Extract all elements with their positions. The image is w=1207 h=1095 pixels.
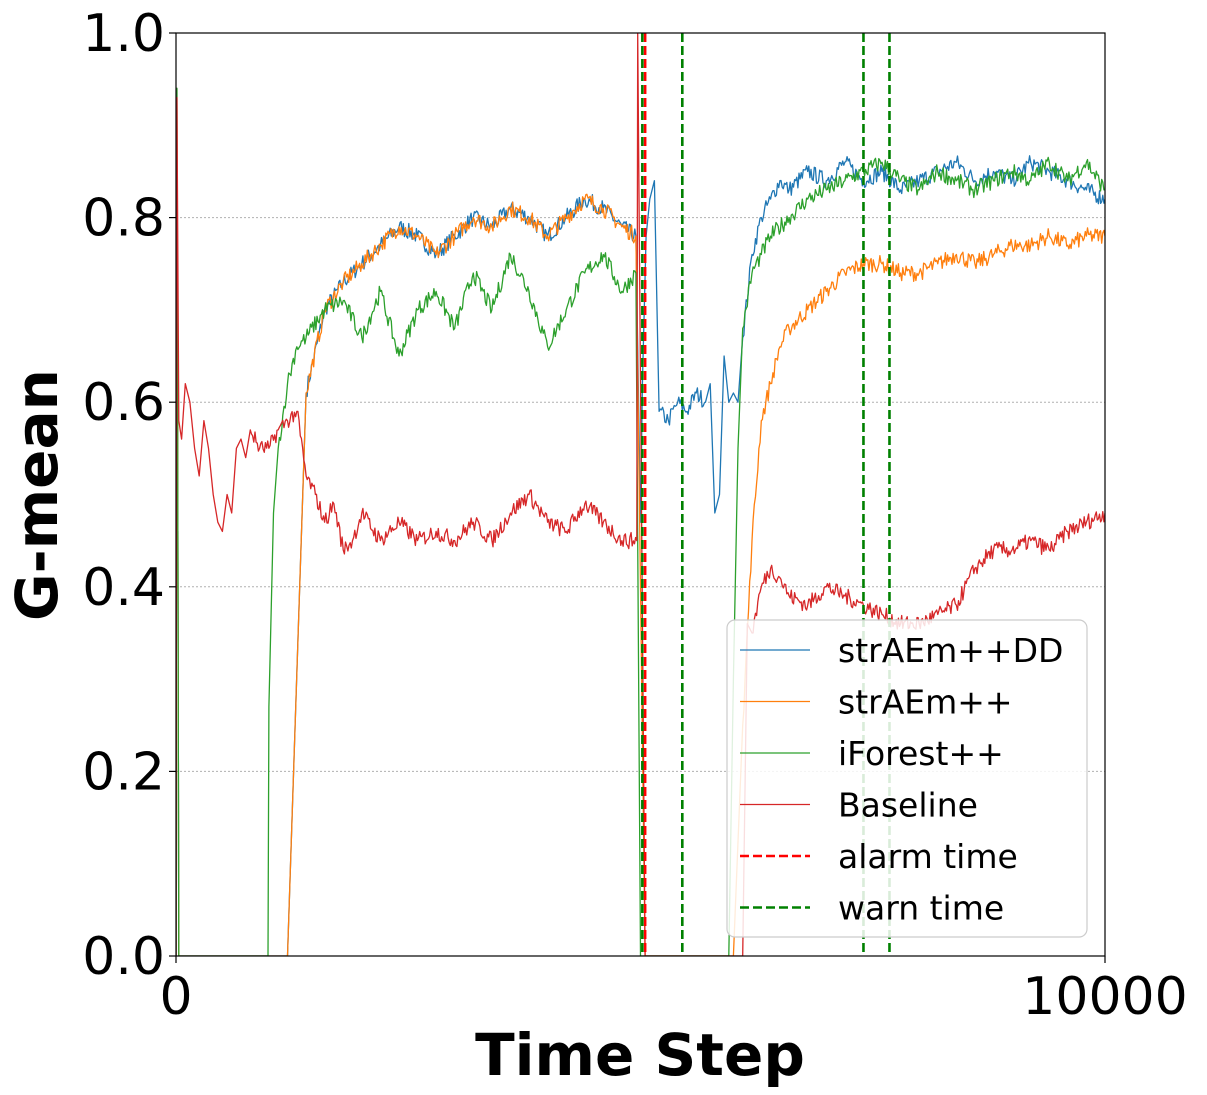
y-tick-label: 0.0 [82,927,165,987]
legend-label: warn time [838,889,1004,928]
plot-frame [175,32,1106,957]
legend-box [726,619,1088,938]
legend-label: alarm time [838,837,1018,876]
y-axis-title: G-mean [3,369,71,621]
legend: strAEm++DD strAEm++ iForest++ Baseline alarm… [726,619,1088,938]
legend-label: strAEm++ [838,683,1013,722]
y-tick-label: 1.0 [82,4,165,64]
legend-label: Baseline [838,786,978,825]
x-axis-ticks: 0 10000 [159,956,1188,1027]
x-tick-label: 10000 [1022,967,1187,1027]
y-tick-label: 0.2 [82,742,165,802]
y-tick-label: 0.8 [82,189,165,249]
y-tick-label: 0.6 [82,373,165,433]
series-layer [176,33,1105,956]
series-line-iforest- [176,87,1105,956]
legend-label: iForest++ [838,734,1004,773]
y-tick-label: 0.4 [82,558,165,618]
x-tick-label: 0 [159,967,192,1027]
y-axis-ticks: 0.0 0.2 0.4 0.6 0.8 1.0 [82,4,176,987]
series-line-baseline [176,33,1105,956]
legend-label: strAEm++DD [838,631,1063,670]
x-axis-title: Time Step [475,1021,805,1089]
series-line-straem- [176,87,1105,956]
